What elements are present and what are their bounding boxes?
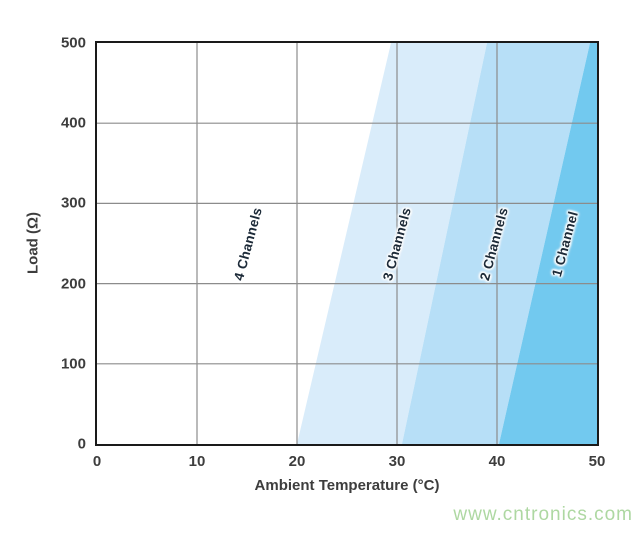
x-axis-title: Ambient Temperature (°C) — [254, 477, 440, 494]
y-tick-label: 100 — [60, 355, 86, 373]
y-tick-label: 200 — [60, 275, 86, 293]
y-tick-label: 400 — [60, 114, 86, 132]
watermark: www.cntronics.com — [453, 504, 633, 525]
y-axis-title: Load (Ω) — [24, 211, 42, 275]
x-tick-label: 40 — [488, 453, 506, 470]
y-tick-label: 300 — [60, 194, 86, 212]
chart-canvas — [97, 43, 597, 444]
region-band-2-channels — [402, 43, 590, 444]
x-tick-label: 10 — [188, 453, 206, 470]
region-band-1-channel — [499, 43, 597, 444]
x-tick-label: 20 — [288, 453, 306, 470]
region-band-3-channels — [297, 43, 487, 444]
y-tick-label: 0 — [77, 435, 86, 453]
x-tick-label: 0 — [92, 453, 102, 470]
x-tick-label: 30 — [388, 453, 406, 470]
x-tick-label: 50 — [588, 453, 606, 470]
plot-area: 4 Channels 3 Channels 2 Channels 1 Channel — [95, 41, 599, 446]
y-tick-label: 500 — [60, 34, 86, 52]
